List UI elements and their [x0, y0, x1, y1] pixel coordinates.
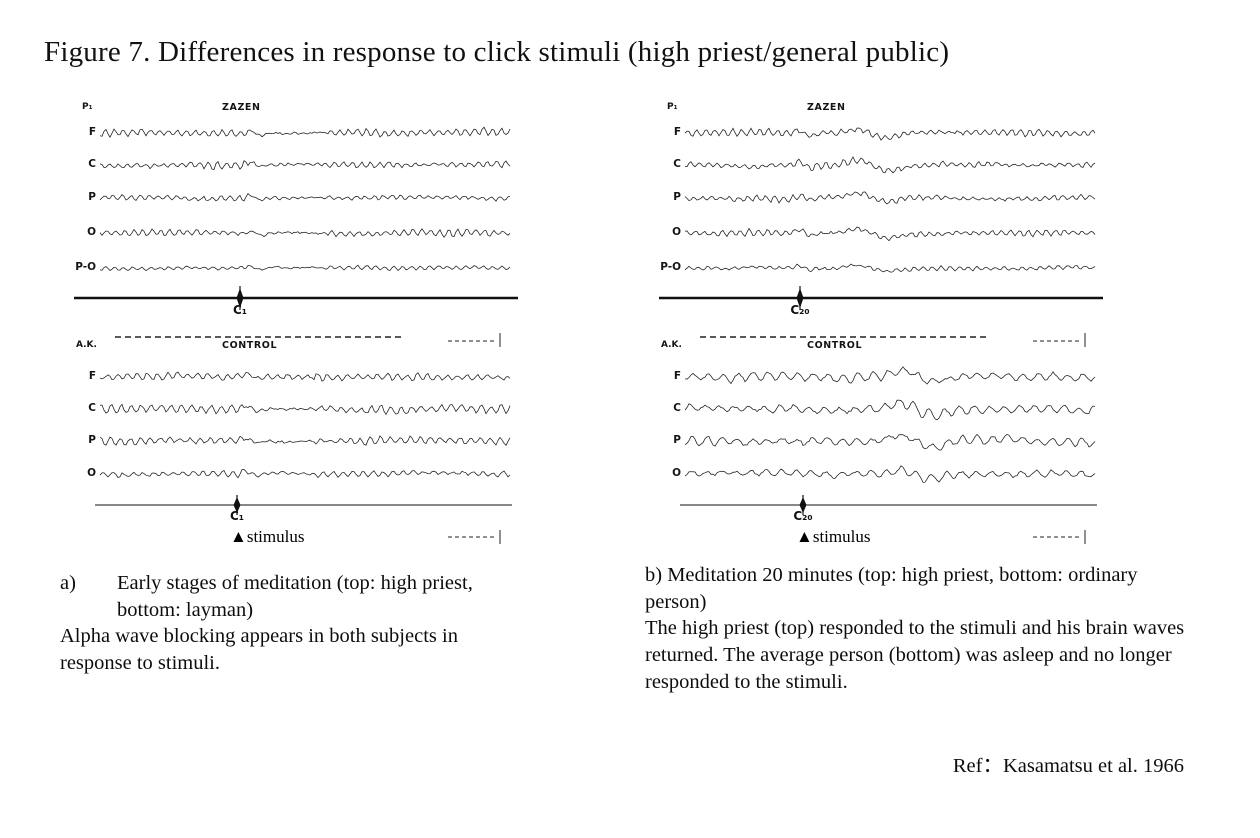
panel-b-bottom-marker-label: C₂₀	[793, 509, 813, 523]
panel-b-top-marker-label: C₂₀	[790, 303, 810, 317]
channel-label: F	[673, 370, 681, 382]
panel-a-bottom-subject-label: A.K.	[76, 340, 97, 350]
caption-b-body: The high priest (top) responded to the s…	[645, 617, 1185, 693]
channel-label: P	[88, 434, 96, 446]
channel-label: O	[87, 226, 96, 238]
channel-label: C	[673, 402, 681, 414]
panel-b-bottom-subject-label: A.K.	[661, 340, 682, 350]
caption-b-label: b)	[645, 564, 663, 586]
channel-label: C	[673, 158, 681, 170]
channel-label: C	[88, 402, 96, 414]
reference: Ref：Kasamatsu et al. 1966	[952, 755, 1184, 777]
panel-a-top-condition-label: ZAZEN	[222, 102, 261, 113]
eeg-panel-a: P₁ ZAZEN F C P O P-O C₁ A.K. CONTROL F C…	[60, 100, 530, 560]
caption-a: a) Early stages of meditation (top: high…	[60, 570, 538, 677]
channel-label: F	[88, 126, 96, 138]
channel-label: O	[672, 467, 681, 479]
panel-b-top-condition-label: ZAZEN	[807, 102, 846, 113]
channel-label: C	[88, 158, 96, 170]
channel-label: P	[673, 191, 681, 203]
channel-label: O	[672, 226, 681, 238]
channel-label: P	[673, 434, 681, 446]
channel-label: F	[88, 370, 96, 382]
panel-a-stimulus-label: ▲stimulus	[230, 527, 305, 546]
caption-a-body: Alpha wave blocking appears in both subj…	[60, 625, 458, 674]
panel-a-bottom-condition-label: CONTROL	[222, 340, 278, 351]
panel-b-stimulus-label: ▲stimulus	[796, 527, 871, 546]
channel-label: O	[87, 467, 96, 479]
panel-a-traces-svg	[74, 126, 518, 544]
panel-b-bottom-condition-label: CONTROL	[807, 340, 863, 351]
caption-a-heading: a) Early stages of meditation (top: high…	[60, 570, 538, 623]
panel-b-top-subject-label: P₁	[667, 102, 678, 112]
channel-label: P-O	[660, 261, 681, 273]
eeg-panel-b: P₁ ZAZEN F C P O P-O C₂₀ A.K. CONTROL F …	[645, 100, 1115, 560]
panel-a-top-marker-label: C₁	[232, 303, 248, 317]
channel-label: F	[673, 126, 681, 138]
caption-b: b) Meditation 20 minutes (top: high prie…	[645, 562, 1193, 695]
caption-a-heading-text: Early stages of meditation (top: high pr…	[117, 572, 473, 621]
channel-label: P	[88, 191, 96, 203]
panel-b-traces-svg	[659, 127, 1103, 544]
figure-title: Figure 7. Differences in response to cli…	[44, 36, 950, 68]
panel-a-bottom-marker-label: C₁	[229, 509, 245, 523]
caption-b-heading: b) Meditation 20 minutes (top: high prie…	[645, 562, 1193, 615]
channel-label: P-O	[75, 261, 96, 273]
caption-b-heading-text: Meditation 20 minutes (top: high priest,…	[645, 564, 1138, 613]
caption-a-label: a)	[60, 572, 76, 594]
panel-a-top-subject-label: P₁	[82, 102, 93, 112]
